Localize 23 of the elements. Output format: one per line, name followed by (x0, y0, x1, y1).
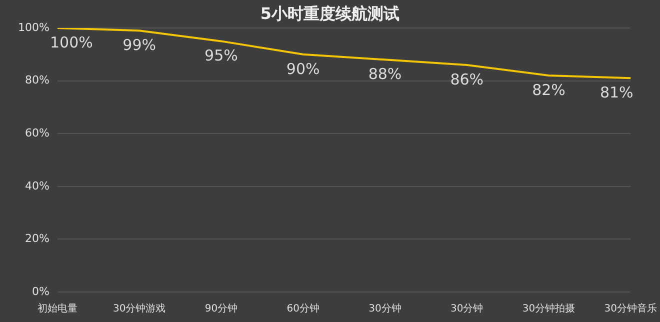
x-tick-label: 30分钟拍摄 (522, 302, 576, 315)
x-tick-label: 初始电量 (37, 302, 78, 315)
x-tick-label: 30分钟音乐 (604, 302, 658, 315)
y-tick-label: 80% (24, 74, 50, 87)
data-label: 95% (204, 46, 238, 65)
y-tick-label: 100% (18, 20, 50, 34)
x-tick-label: 30分钟 (368, 302, 402, 315)
x-tick-label: 90分钟 (204, 302, 238, 315)
x-tick-label: 60分钟 (286, 302, 320, 315)
data-label: 100% (50, 33, 93, 52)
y-tick-label: 60% (24, 126, 50, 140)
x-tick-label: 30分钟 (450, 302, 484, 315)
data-label: 81% (600, 84, 634, 102)
chart-title: 5小时重度续航测试 (260, 4, 400, 23)
y-tick-label: 20% (24, 232, 50, 246)
x-tick-label: 30分钟游戏 (112, 302, 166, 315)
data-label: 86% (450, 70, 484, 88)
data-label: 82% (532, 80, 566, 99)
data-label: 88% (368, 65, 402, 84)
y-tick-label: 40% (24, 179, 50, 192)
data-label: 99% (122, 36, 156, 54)
data-label: 90% (286, 60, 320, 78)
y-tick-label: 0% (32, 284, 50, 298)
